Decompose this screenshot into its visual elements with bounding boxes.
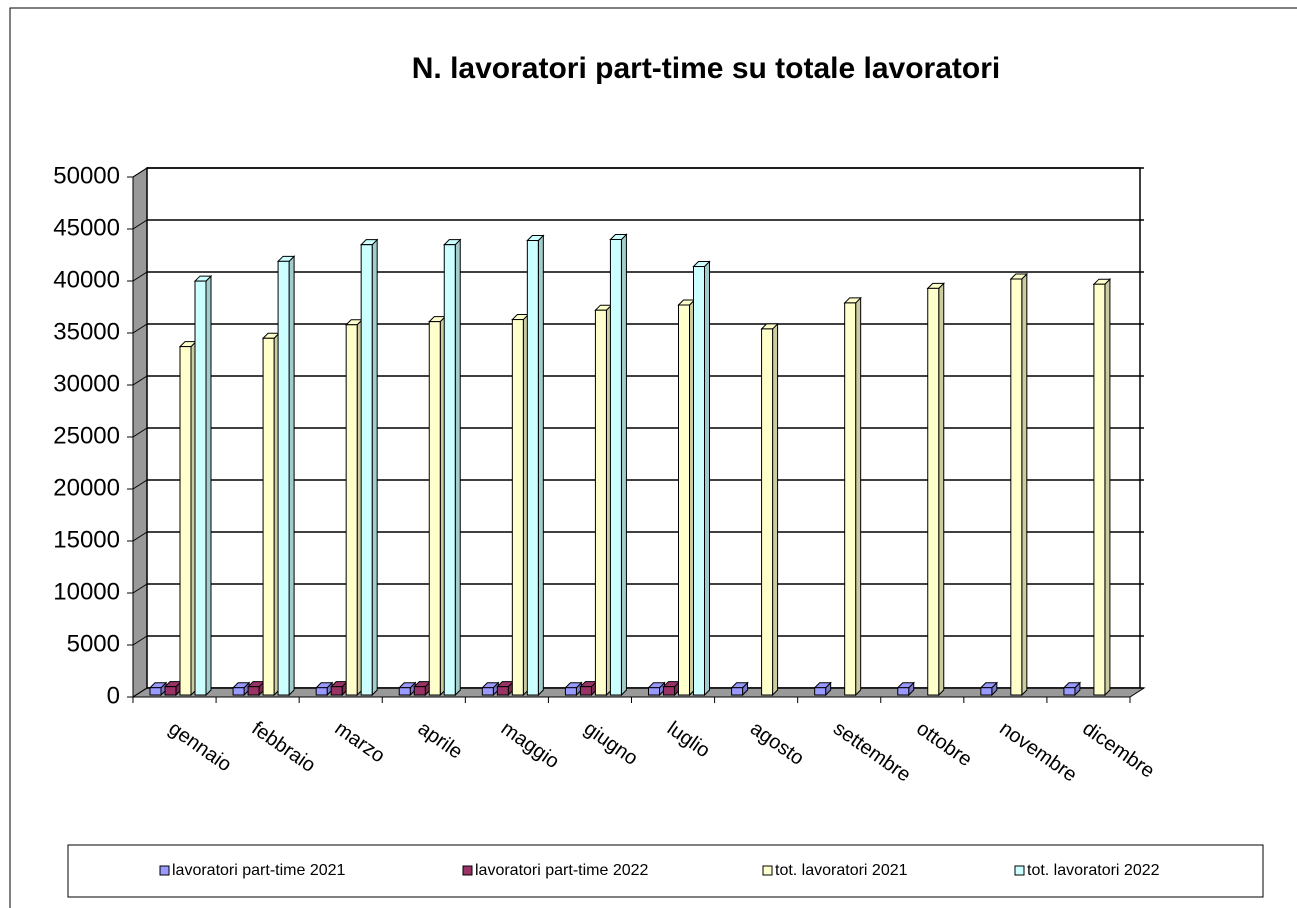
legend-swatch (1014, 865, 1025, 876)
legend (67, 844, 1264, 898)
x-tick-label: dicembre (1078, 717, 1158, 782)
grid-line-side (132, 583, 148, 594)
bar (262, 337, 275, 696)
x-tick-label: febbraio (248, 717, 320, 776)
grid-line-side (132, 167, 148, 178)
bar (179, 346, 192, 696)
y-tick-label: 25000 (53, 422, 120, 449)
bar-side (1021, 272, 1028, 697)
y-tick-label: 5000 (67, 630, 120, 657)
y-tick-label: 45000 (53, 214, 120, 241)
y-tick-label: 50000 (53, 162, 120, 189)
y-tick-label: 15000 (53, 526, 120, 553)
x-tick-label: maggio (497, 717, 563, 773)
bar-side (620, 233, 627, 697)
legend-swatch (762, 865, 773, 876)
bar (648, 687, 660, 696)
bar (1063, 687, 1076, 696)
legend-swatch (462, 865, 473, 876)
bar (814, 687, 827, 696)
bar (428, 321, 441, 696)
bar-side (938, 282, 945, 697)
bar (663, 686, 675, 696)
bar (564, 687, 577, 696)
bar (247, 686, 260, 696)
bar (1010, 278, 1023, 696)
grid-line-side (132, 375, 148, 386)
bar (526, 240, 539, 696)
y-tick-label: 35000 (53, 318, 120, 345)
bar (413, 686, 426, 696)
y-tick-label: 20000 (53, 474, 120, 501)
bar (844, 302, 857, 696)
x-tick-label: luglio (663, 717, 714, 762)
x-tick-label: agosto (746, 717, 808, 769)
grid-line-side (132, 479, 148, 490)
bar (398, 687, 411, 696)
legend-label: lavoratori part-time 2021 (172, 862, 346, 879)
bar (345, 324, 358, 696)
bar (330, 686, 343, 696)
grid-line-side (132, 271, 148, 282)
bar (693, 266, 705, 696)
chart-title: N. lavoratori part-time su totale lavora… (412, 52, 1000, 85)
bar-side (454, 238, 461, 697)
bar (579, 686, 592, 696)
bar (277, 260, 290, 696)
bar (1093, 283, 1106, 696)
bar-side (371, 238, 378, 697)
bar-side (1104, 277, 1111, 697)
bar-side (772, 322, 779, 697)
x-tick-label: aprile (414, 717, 467, 763)
bar-side (855, 296, 862, 697)
bar (678, 304, 690, 696)
bar (232, 687, 245, 696)
bar (149, 687, 162, 696)
bar (927, 287, 940, 696)
x-tick-label: settembre (829, 717, 914, 786)
bar (481, 687, 494, 696)
grid-line-side (132, 531, 148, 542)
bar (594, 309, 607, 696)
bar-side (537, 234, 544, 697)
bar-side (288, 255, 295, 697)
x-tick-label: giugno (580, 717, 642, 769)
legend-label: tot. lavoratori 2022 (1027, 862, 1160, 879)
grid-line-side (132, 427, 148, 438)
y-tick-label: 0 (107, 682, 120, 709)
bar (360, 244, 373, 696)
bar (496, 686, 509, 696)
bar (897, 687, 910, 696)
y-tick-label: 40000 (53, 266, 120, 293)
grid-line-side (132, 219, 148, 230)
chart-frame (9, 7, 1297, 908)
legend-swatch (159, 865, 170, 876)
bar (443, 244, 456, 696)
x-tick-label: ottobre (912, 717, 976, 771)
x-tick-label: novembre (995, 717, 1080, 786)
bar (315, 687, 328, 696)
bar (609, 238, 622, 696)
grid-line-side (132, 687, 148, 698)
bar (511, 319, 524, 696)
bar (761, 328, 774, 696)
grid-line-side (132, 635, 148, 646)
x-tick-label: marzo (331, 717, 389, 767)
y-tick-label: 10000 (53, 578, 120, 605)
x-tick-label: gennaio (164, 717, 235, 776)
bar (164, 686, 177, 696)
bar-side (205, 274, 212, 697)
bar (980, 687, 993, 696)
bar (731, 687, 744, 696)
bar-side (704, 260, 710, 697)
legend-label: tot. lavoratori 2021 (775, 862, 908, 879)
y-tick-label: 30000 (53, 370, 120, 397)
grid-line-side (132, 323, 148, 334)
bar (194, 280, 207, 696)
legend-label: lavoratori part-time 2022 (475, 862, 649, 879)
